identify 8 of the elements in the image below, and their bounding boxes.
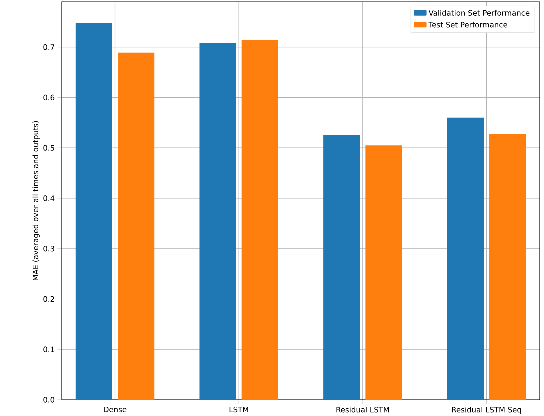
bar: [76, 23, 112, 400]
bar: [200, 43, 236, 400]
bar: [447, 118, 484, 400]
bar: [324, 135, 360, 400]
bar: [118, 52, 155, 400]
bar: [490, 134, 526, 400]
bar: [366, 146, 402, 400]
bar: [242, 40, 278, 400]
